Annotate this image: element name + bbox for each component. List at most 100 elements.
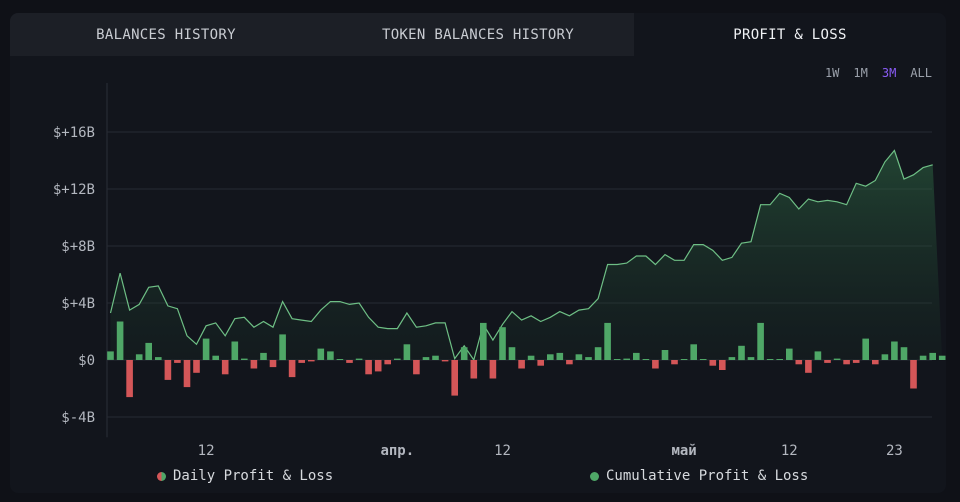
daily-pnl-bar <box>279 334 286 361</box>
daily-pnl-bar <box>193 360 200 373</box>
daily-pnl-bar <box>298 360 305 363</box>
legend-daily-marker <box>157 471 166 481</box>
daily-pnl-bar <box>575 354 583 360</box>
daily-pnl-bar <box>164 360 172 380</box>
daily-pnl-bar <box>260 352 267 360</box>
pnl-chart: $+16B $+12B $+8B $+4B $0 $-4B 12 апр. 12 май 12 23 <box>53 83 946 459</box>
daily-pnl-bar <box>231 341 239 360</box>
daily-pnl-bar <box>527 355 535 360</box>
legend-cumulative-label: Cumulative Profit & Loss <box>606 468 809 484</box>
daily-pnl-bar <box>126 360 133 398</box>
daily-pnl-bar <box>202 338 210 360</box>
daily-pnl-bar <box>480 322 487 360</box>
daily-pnl-bar <box>155 357 162 360</box>
tab-balances-history[interactable]: BALANCES HISTORY <box>10 13 322 56</box>
daily-pnl-bar <box>872 360 879 365</box>
daily-pnl-bar <box>929 352 936 360</box>
daily-pnl-bar <box>394 358 401 360</box>
daily-pnl-bar <box>814 351 822 360</box>
legend-cumulative-marker <box>590 471 599 481</box>
daily-pnl-bar <box>728 357 736 360</box>
daily-pnl-bar <box>795 360 803 365</box>
daily-pnl-bar <box>489 360 497 379</box>
time-range-selector: 1W 1M 3M ALL <box>825 66 932 80</box>
y-tick-label: $+8B <box>61 239 95 255</box>
range-1w-button[interactable]: 1W <box>824 66 840 80</box>
legend-daily[interactable]: Daily Profit & Loss <box>157 468 333 484</box>
daily-pnl-bar <box>269 360 277 368</box>
daily-pnl-bar <box>900 347 908 360</box>
daily-pnl-bar <box>719 360 726 370</box>
x-tick-label: апр. <box>380 443 414 459</box>
daily-pnl-bar <box>212 355 219 360</box>
daily-pnl-bar <box>432 355 439 360</box>
x-tick-label: 12 <box>198 443 215 459</box>
daily-pnl-bar <box>633 352 640 360</box>
cumulative-line <box>109 149 933 362</box>
daily-pnl-bar <box>661 350 669 360</box>
daily-pnl-bar <box>537 360 544 366</box>
y-tick-label: $+12B <box>53 182 95 198</box>
daily-pnl-bar <box>690 344 697 360</box>
daily-pnl-bar <box>135 354 143 360</box>
daily-pnl-bar <box>374 360 382 372</box>
daily-pnl-bar <box>460 347 468 360</box>
daily-pnl-bar <box>413 360 420 375</box>
x-tick-label: май <box>671 443 696 459</box>
daily-pnl-bar <box>623 358 630 360</box>
daily-pnl-bar <box>327 351 334 360</box>
daily-pnl-bar <box>384 360 391 365</box>
daily-pnl-bar <box>441 360 449 362</box>
cumulative-area <box>110 150 943 360</box>
daily-pnl-bar <box>776 359 783 360</box>
daily-pnl-bar <box>355 358 363 360</box>
daily-pnl-bar <box>910 360 917 389</box>
daily-pnl-bar <box>566 360 573 365</box>
daily-pnl-bar <box>365 360 372 375</box>
daily-pnl-bar <box>805 360 812 373</box>
range-all-button[interactable]: ALL <box>910 66 932 80</box>
daily-pnl-bar <box>671 360 678 365</box>
daily-pnl-bar <box>288 360 296 378</box>
daily-pnl-bar <box>699 359 707 360</box>
daily-pnl-bar <box>250 360 258 369</box>
tab-profit-loss[interactable]: PROFIT & LOSS <box>634 13 946 56</box>
daily-pnl-bar <box>938 355 946 360</box>
x-tick-label: 12 <box>781 443 798 459</box>
x-tick-label: 12 <box>494 443 511 459</box>
daily-pnl-bar <box>652 360 659 369</box>
daily-pnl-bar <box>508 347 516 360</box>
pnl-panel: BALANCES HISTORY TOKEN BALANCES HISTORY … <box>10 13 946 493</box>
daily-pnl-bar <box>709 360 717 366</box>
daily-pnl-bar <box>174 360 181 363</box>
daily-pnl-bar <box>241 358 248 360</box>
legend-cumulative[interactable]: Cumulative Profit & Loss <box>590 468 808 484</box>
daily-pnl-bar <box>346 360 353 363</box>
daily-pnl-bar <box>116 321 124 360</box>
y-tick-label: $0 <box>78 353 95 369</box>
range-3m-button[interactable]: 3M <box>881 66 897 80</box>
daily-pnl-bar <box>145 342 152 360</box>
daily-pnl-bar <box>862 338 869 360</box>
daily-pnl-bar <box>881 354 889 360</box>
tab-token-balances-history[interactable]: TOKEN BALANCES HISTORY <box>322 13 634 56</box>
daily-pnl-bar <box>843 360 850 365</box>
daily-pnl-bar <box>833 358 841 360</box>
daily-pnl-bar <box>919 355 927 360</box>
range-1m-button[interactable]: 1M <box>853 66 868 80</box>
daily-pnl-bar <box>556 352 564 360</box>
daily-pnl-bar <box>680 359 688 360</box>
daily-pnl-bar <box>891 341 898 360</box>
daily-pnl-bar <box>451 360 458 396</box>
daily-pnl-bar <box>594 347 602 360</box>
daily-pnl-bar <box>336 359 344 360</box>
daily-pnl-bar <box>766 359 774 360</box>
daily-pnl-bar <box>738 345 745 361</box>
daily-pnl-bar <box>518 360 525 369</box>
daily-pnl-bar <box>107 351 114 360</box>
daily-pnl-bar <box>604 322 611 360</box>
daily-pnl-bar <box>422 357 430 360</box>
daily-pnl-bar <box>470 360 478 379</box>
daily-pnl-bar <box>308 360 315 362</box>
tab-bar: BALANCES HISTORY TOKEN BALANCES HISTORY … <box>10 13 946 56</box>
